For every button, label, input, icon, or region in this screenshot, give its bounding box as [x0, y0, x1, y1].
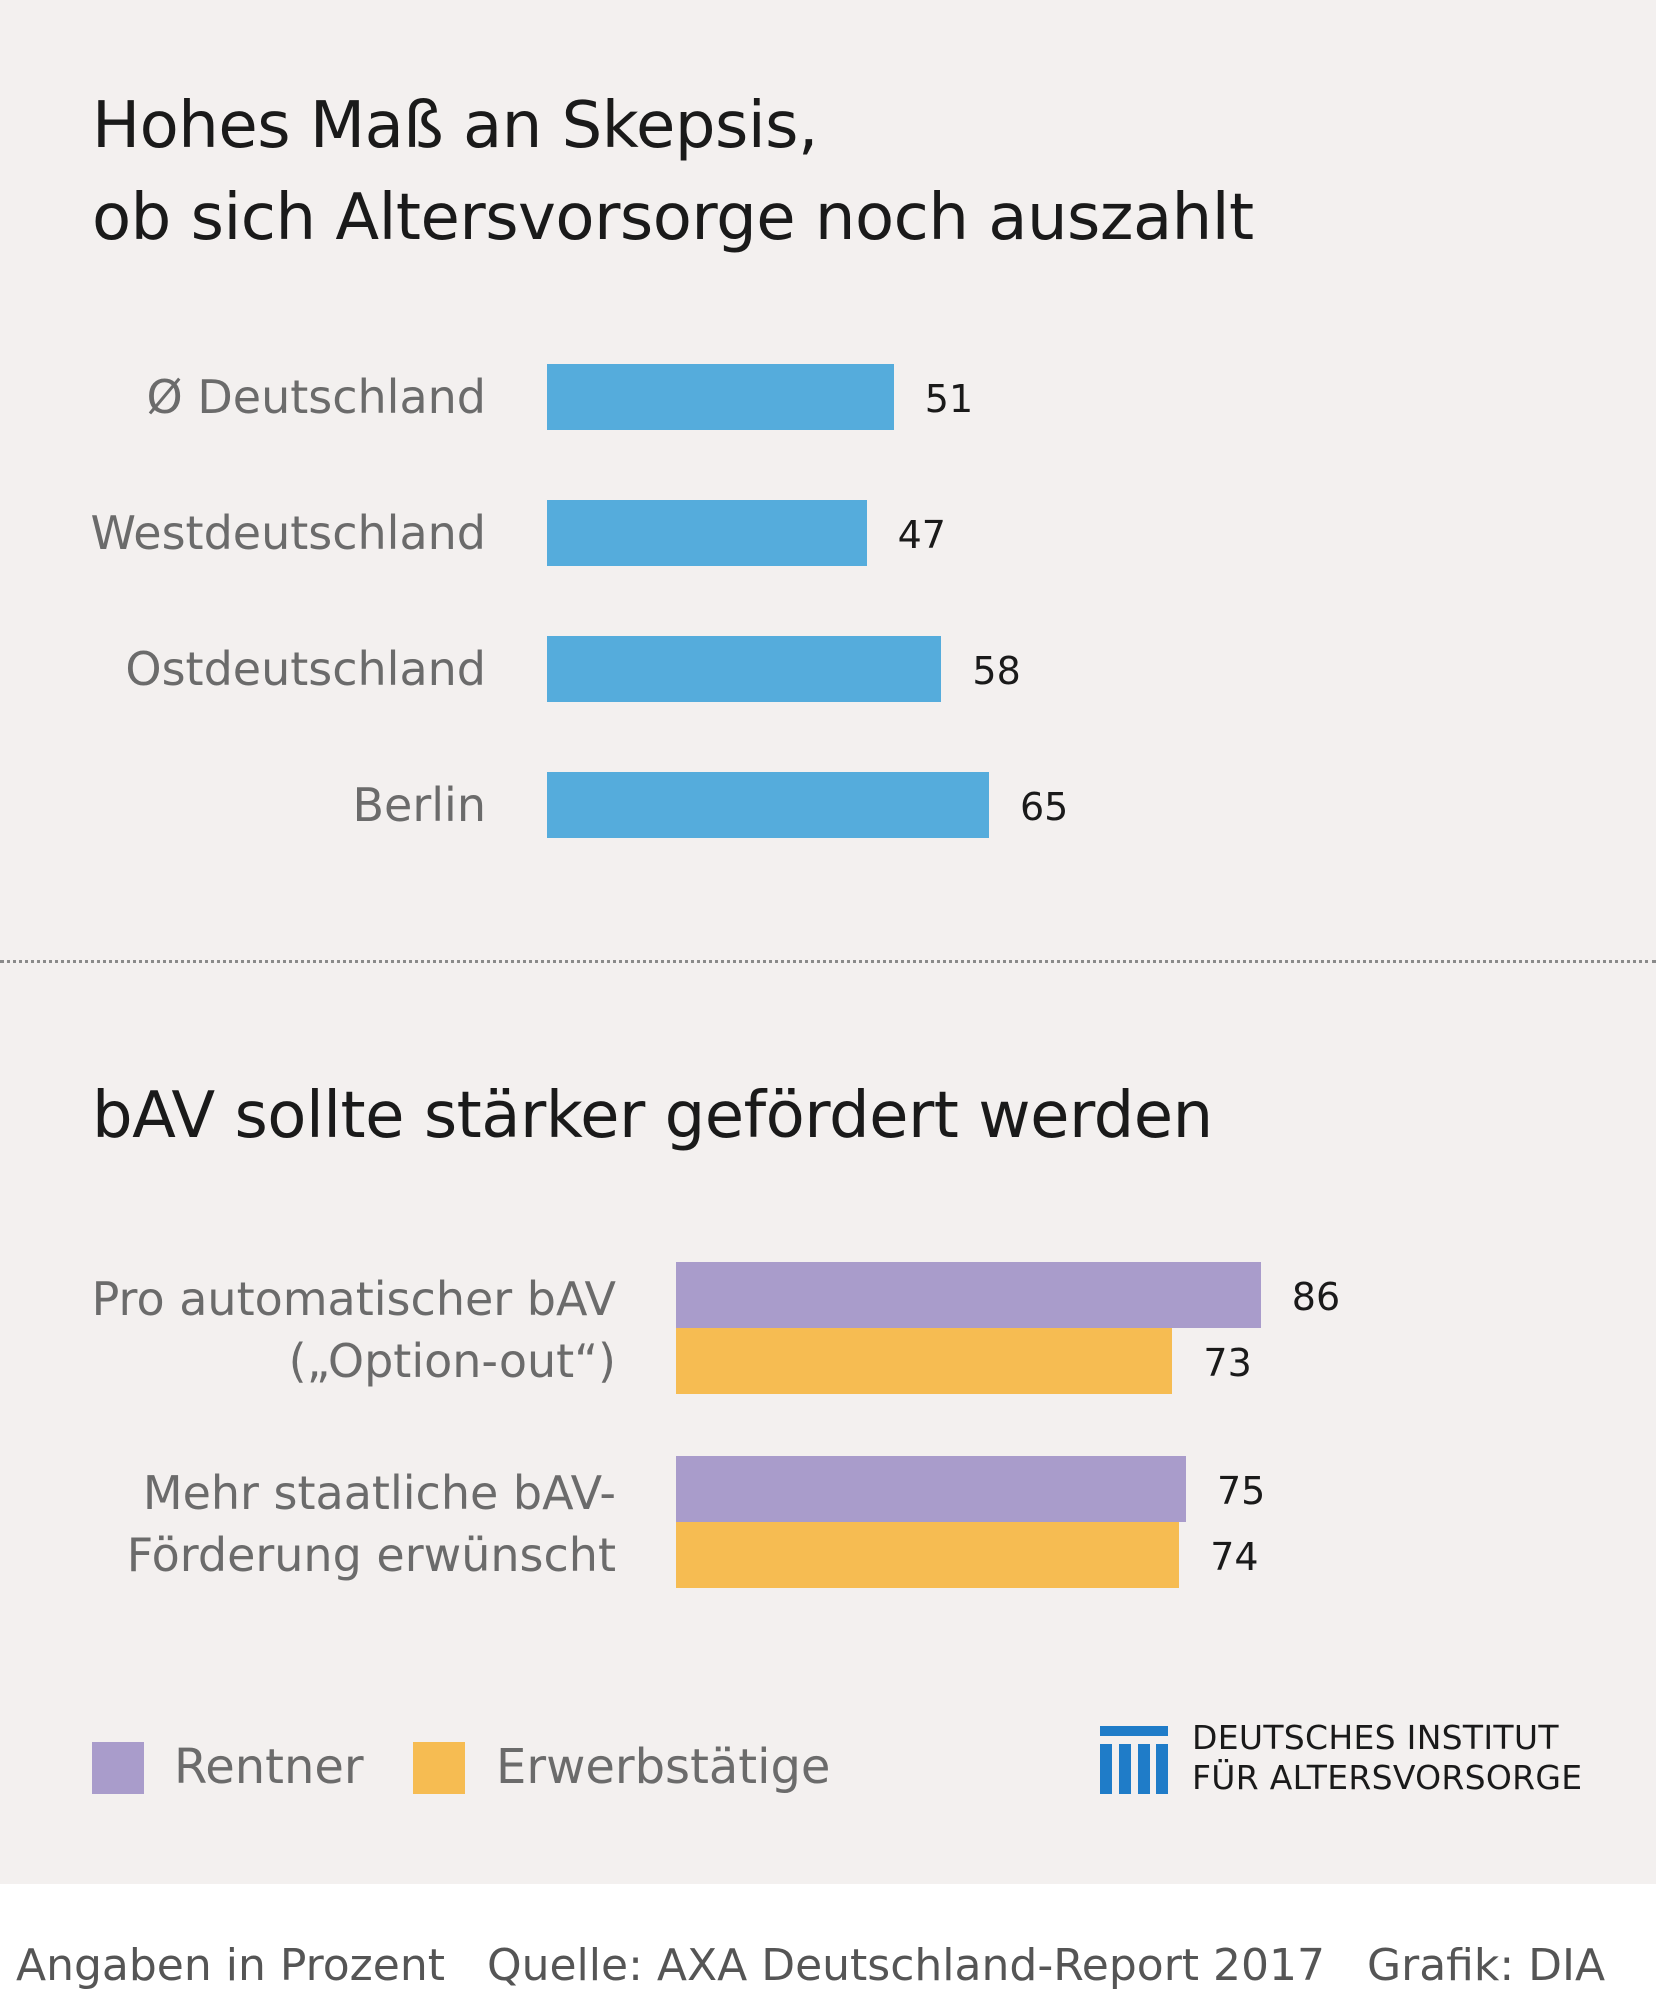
- bar-rentner-mehr-staatliche-bav-foerderung-erwuenscht: [676, 1456, 1186, 1522]
- value-label-rentner-pro-automatischer-bav-option-out: 86: [1291, 1275, 1341, 1319]
- dia-logo-icon: [1100, 1726, 1168, 1794]
- dotted-divider: [0, 960, 1656, 963]
- footer: Angaben in Prozent Quelle: AXA Deutschla…: [16, 1936, 1656, 1996]
- value-label-erwerbstaetige-mehr-staatliche-bav-foerderung-erwuenscht: 74: [1210, 1535, 1259, 1579]
- category-label-mehr-staatliche-bav-foerderung-erwuenscht: Mehr staatliche bAV- Förderung erwünscht: [127, 1462, 616, 1586]
- logo-line-2: FÜR ALTERSVORSORGE: [1192, 1758, 1583, 1797]
- value-label-ostdeutschland: 58: [972, 649, 1021, 693]
- footer-note: Angaben in Prozent: [16, 1940, 445, 1991]
- category-label-line: Mehr staatliche bAV-: [142, 1466, 616, 1520]
- bar-erwerbstaetige-pro-automatischer-bav-option-out: [676, 1328, 1173, 1394]
- footer-credit: Grafik: DIA: [1367, 1940, 1606, 1991]
- title-line-2: ob sich Altersvorsorge noch auszahlt: [92, 181, 1254, 255]
- chart-panel: Hohes Maß an Skepsis, ob sich Altersvors…: [0, 0, 1656, 1884]
- logo-bar-top: [1100, 1726, 1168, 1736]
- category-label-line: („Option-out“): [288, 1334, 616, 1388]
- bar-berlin: [547, 772, 989, 838]
- dia-logo-text: DEUTSCHES INSTITUT FÜR ALTERSVORSORGE: [1192, 1718, 1582, 1798]
- category-label-berlin: Berlin: [352, 778, 487, 832]
- title-line-1: Hohes Maß an Skepsis,: [92, 89, 818, 163]
- logo-column-4: [1156, 1744, 1168, 1794]
- legend-swatch-erwerbstaetige: [413, 1742, 465, 1794]
- logo-column-3: [1138, 1744, 1150, 1794]
- bar-ostdeutschland: [547, 636, 942, 702]
- logo-line-1: DEUTSCHES INSTITUT: [1192, 1718, 1559, 1757]
- bar-erwerbstaetige-mehr-staatliche-bav-foerderung-erwuenscht: [676, 1522, 1180, 1588]
- logo-column-1: [1100, 1744, 1112, 1794]
- footer-source: Quelle: AXA Deutschland-Report 2017: [486, 1940, 1326, 1991]
- value-label-westdeutschland: 47: [897, 513, 946, 557]
- chart-title-skepsis: Hohes Maß an Skepsis, ob sich Altersvors…: [92, 80, 1254, 264]
- value-label-berlin: 65: [1020, 785, 1069, 829]
- category-label-deutschland: Ø Deutschland: [146, 370, 486, 424]
- value-label-erwerbstaetige-pro-automatischer-bav-option-out: 73: [1203, 1341, 1252, 1385]
- category-label-line: Förderung erwünscht: [126, 1528, 616, 1582]
- value-label-rentner-mehr-staatliche-bav-foerderung-erwuenscht: 75: [1217, 1469, 1266, 1513]
- legend-label-erwerbstaetige: Erwerbstätige: [496, 1739, 831, 1795]
- bar-westdeutschland: [547, 500, 867, 566]
- category-label-line: Pro automatischer bAV: [91, 1272, 616, 1326]
- bar-rentner-pro-automatischer-bav-option-out: [676, 1262, 1261, 1328]
- legend-swatch-rentner: [92, 1742, 144, 1794]
- value-label-deutschland: 51: [924, 377, 974, 421]
- bar-deutschland: [547, 364, 894, 430]
- category-label-westdeutschland: Westdeutschland: [90, 506, 486, 560]
- legend-label-rentner: Rentner: [174, 1739, 364, 1795]
- logo-column-2: [1119, 1744, 1131, 1794]
- chart-title-bav: bAV sollte stärker gefördert werden: [92, 1079, 1213, 1153]
- category-label-pro-automatischer-bav-option-out: Pro automatischer bAV („Option-out“): [92, 1268, 616, 1392]
- category-label-ostdeutschland: Ostdeutschland: [125, 642, 486, 696]
